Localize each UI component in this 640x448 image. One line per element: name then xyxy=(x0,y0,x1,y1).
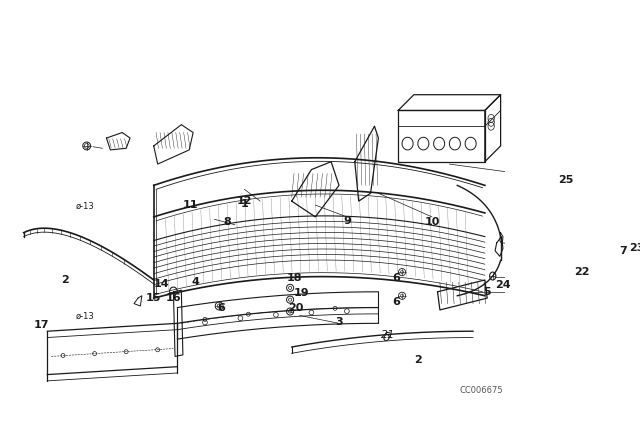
Text: 7: 7 xyxy=(619,246,627,256)
Text: 6: 6 xyxy=(392,273,401,283)
Polygon shape xyxy=(154,125,193,164)
Text: 21: 21 xyxy=(381,330,395,340)
Text: 6: 6 xyxy=(392,297,401,307)
Text: 15: 15 xyxy=(146,293,161,303)
Text: 22: 22 xyxy=(574,267,589,277)
Text: ø-13: ø-13 xyxy=(76,202,95,211)
Text: 9: 9 xyxy=(343,216,351,226)
Text: 1: 1 xyxy=(241,198,248,208)
Text: 12: 12 xyxy=(237,196,252,206)
Polygon shape xyxy=(355,126,378,201)
Text: 24: 24 xyxy=(495,280,511,290)
Text: 2: 2 xyxy=(61,275,68,285)
Text: 11: 11 xyxy=(183,200,198,210)
Text: CC006675: CC006675 xyxy=(459,386,502,395)
Text: 4: 4 xyxy=(191,277,200,287)
Text: ø-13: ø-13 xyxy=(76,311,95,320)
Text: 3: 3 xyxy=(335,317,343,327)
Text: 16: 16 xyxy=(166,293,181,303)
Text: 2: 2 xyxy=(414,355,422,365)
Text: 6: 6 xyxy=(217,302,225,313)
Text: 8: 8 xyxy=(223,217,231,228)
Text: $\delta$: $\delta$ xyxy=(382,331,391,344)
Polygon shape xyxy=(134,296,142,306)
Polygon shape xyxy=(495,237,503,256)
Text: 14: 14 xyxy=(154,279,170,289)
Polygon shape xyxy=(292,162,339,217)
Polygon shape xyxy=(500,233,503,245)
Text: 19: 19 xyxy=(293,289,309,298)
Text: 10: 10 xyxy=(424,217,440,228)
Text: 20: 20 xyxy=(288,302,303,313)
Polygon shape xyxy=(106,133,130,150)
Polygon shape xyxy=(173,290,183,357)
Text: 23: 23 xyxy=(629,243,640,254)
Text: 18: 18 xyxy=(286,273,302,284)
Text: 17: 17 xyxy=(33,320,49,330)
Text: 5: 5 xyxy=(483,287,491,297)
Text: 25: 25 xyxy=(558,175,573,185)
Polygon shape xyxy=(438,280,487,310)
